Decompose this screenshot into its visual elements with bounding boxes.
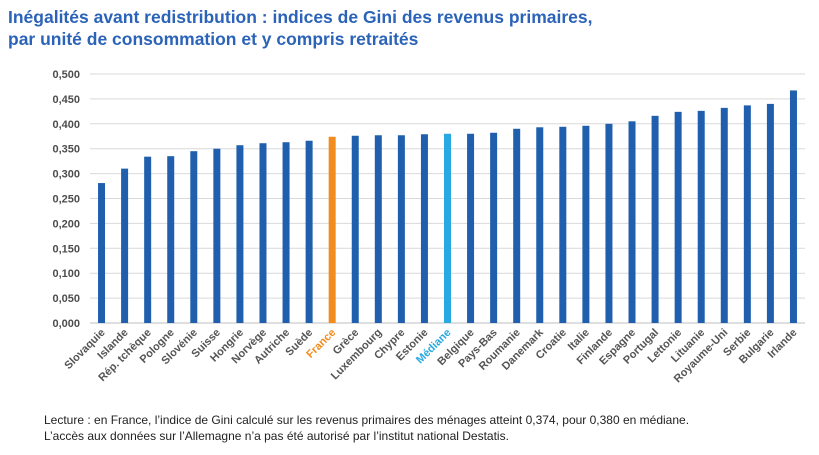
bar-grece	[351, 135, 359, 323]
bar-royaume-uni	[720, 107, 728, 323]
y-tick-label: 0,500	[52, 69, 80, 81]
bars	[98, 90, 797, 324]
bar-espagne	[628, 121, 636, 323]
bar-lettonie	[674, 111, 682, 324]
reading-note-line-1: Lecture : en France, l’indice de Gini ca…	[44, 413, 690, 427]
bar-hongrie	[236, 145, 244, 323]
bar-autriche	[282, 142, 290, 323]
bar-serbie	[743, 105, 751, 324]
bar-croatie	[559, 126, 567, 324]
y-tick-label: 0,050	[52, 293, 80, 305]
bar-danemark	[536, 127, 544, 323]
reading-note: Lecture : en France, l’indice de Gini ca…	[44, 412, 814, 444]
bar-estonie	[420, 134, 428, 323]
bar-finlande	[605, 123, 613, 323]
bar-slovaquie	[98, 183, 106, 323]
bar-chypre	[397, 135, 405, 323]
bar-roumanie	[513, 128, 521, 323]
chart-title-line-1: Inégalités avant redistribution : indice…	[8, 7, 593, 27]
y-tick-label: 0,250	[52, 194, 80, 206]
chart-title: Inégalités avant redistribution : indice…	[8, 6, 808, 50]
y-tick-label: 0,150	[52, 243, 80, 255]
bar-portugal	[651, 115, 659, 323]
bar-islande	[121, 168, 129, 323]
bar-norvege	[259, 143, 267, 323]
bar-pays-bas	[490, 132, 498, 323]
bar-suisse	[213, 148, 221, 323]
y-tick-label: 0,350	[52, 144, 80, 156]
y-tick-label: 0,400	[52, 119, 80, 131]
reading-note-line-2: L’accès aux données sur l’Allemagne n’a …	[44, 429, 509, 443]
y-tick-label: 0,200	[52, 218, 80, 230]
y-tick-label: 0,100	[52, 268, 80, 280]
bar-pologne	[167, 156, 175, 323]
bar-suede	[305, 140, 313, 323]
bar-irlande	[789, 90, 797, 324]
y-tick-label: 0,000	[52, 318, 80, 330]
bar-belgique	[467, 133, 475, 323]
bar-lituanie	[697, 110, 705, 324]
gridlines	[90, 73, 805, 324]
bar-italie	[582, 125, 590, 324]
bar-mediane	[444, 133, 451, 323]
bar-chart: 0,000 0,050 0,100 0,150 0,200 0,250 0,300 0,350…	[52, 69, 805, 385]
y-axis-tick-labels: 0,000 0,050 0,100 0,150 0,200 0,250 0,300 0,350…	[52, 69, 80, 330]
bar-bulgarie	[766, 103, 774, 323]
chart-title-line-2: par unité de consommation et y compris r…	[8, 29, 419, 49]
bar-france	[328, 136, 336, 323]
bar-slovenie	[190, 151, 198, 323]
bar-luxembourg	[374, 135, 382, 323]
y-tick-label: 0,300	[52, 169, 80, 181]
bar-rep-tcheque	[144, 156, 152, 323]
y-tick-label: 0,450	[52, 94, 80, 106]
